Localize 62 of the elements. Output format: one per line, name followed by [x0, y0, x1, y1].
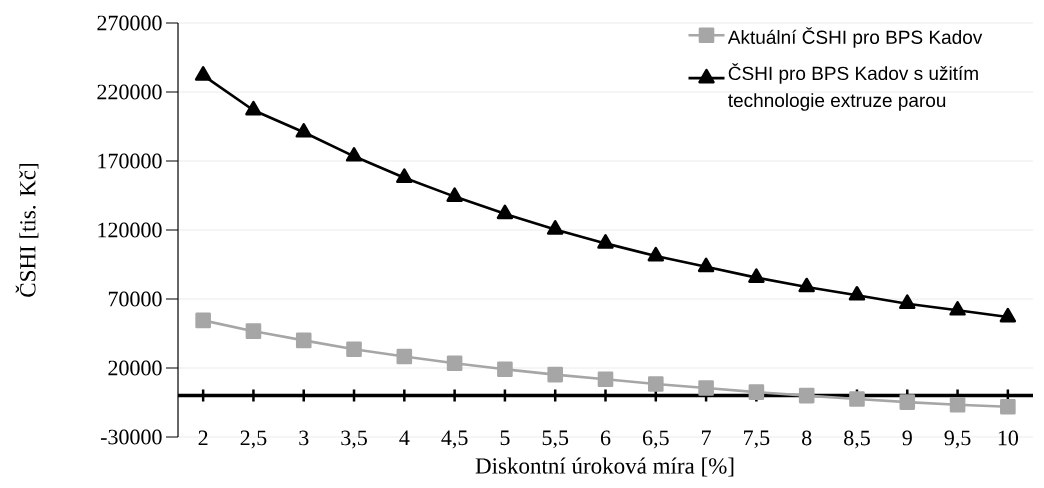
- point: [396, 348, 413, 365]
- point: [597, 371, 614, 388]
- point: [245, 323, 262, 339]
- legend-label: Aktuální ČSHI pro BPS Kadov: [727, 27, 983, 48]
- x-tick-label: 8,5: [844, 430, 870, 449]
- point: [597, 234, 614, 249]
- x-tick-label: 8: [802, 430, 812, 446]
- point: [547, 366, 564, 383]
- point: [899, 394, 916, 410]
- y-tick-label: -30000: [100, 429, 162, 445]
- x-tick-label: 3,5: [341, 430, 367, 449]
- x-tick-label: 7,5: [744, 430, 770, 449]
- point: [546, 220, 564, 235]
- point: [295, 332, 312, 349]
- x-tick-label: 4,5: [441, 430, 468, 449]
- point: [195, 312, 211, 329]
- point: [496, 204, 514, 220]
- point: [396, 168, 413, 183]
- x-tick-label: 9,5: [944, 430, 971, 449]
- x-tick-label: 2: [198, 430, 208, 446]
- point: [949, 301, 966, 316]
- point: [194, 66, 212, 81]
- x-tick-label: 9: [902, 430, 912, 446]
- point: [949, 396, 966, 413]
- point: [647, 246, 665, 262]
- x-tick-label: 6,5: [642, 430, 669, 449]
- point: [1000, 398, 1016, 415]
- x-tick-label: 2,5: [240, 430, 267, 449]
- point: [446, 187, 463, 202]
- y-tick-label: 20000: [108, 360, 162, 376]
- y-tick-label: 120000: [98, 222, 162, 238]
- y-tick-label: 270000: [97, 15, 162, 31]
- point: [999, 307, 1017, 323]
- x-tick-label: 6: [600, 430, 611, 446]
- point: [345, 147, 363, 162]
- y-tick-label: 220000: [97, 84, 162, 100]
- point: [295, 123, 312, 138]
- point: [698, 380, 714, 396]
- point: [798, 387, 815, 404]
- point: [346, 341, 362, 358]
- x-tick-label: 7: [702, 430, 711, 445]
- y-tick-label: 70000: [108, 291, 162, 307]
- x-axis-title: Diskontní úroková míra [%]: [475, 457, 734, 477]
- x-tick-label: 4: [399, 430, 410, 446]
- legend-label: ČSHI pro BPS Kadov s užitím technologie extruze parou: [728, 63, 978, 111]
- x-tick-label: 5,5: [542, 430, 569, 449]
- point: [748, 384, 765, 400]
- point: [697, 257, 715, 273]
- x-tick-label: 5: [500, 430, 510, 446]
- y-axis-title: ČSHI [tis. Kč]: [15, 163, 39, 297]
- point: [497, 361, 513, 378]
- point: [245, 100, 262, 116]
- point: [899, 294, 916, 309]
- y-tick-label: 170000: [98, 153, 162, 169]
- point: [446, 355, 463, 372]
- point: [748, 268, 765, 283]
- point: [848, 285, 866, 301]
- point: [798, 277, 815, 293]
- x-tick-label: 10: [998, 430, 1019, 446]
- x-tick-label: 3: [299, 430, 309, 446]
- point: [849, 391, 865, 407]
- point: [648, 376, 664, 392]
